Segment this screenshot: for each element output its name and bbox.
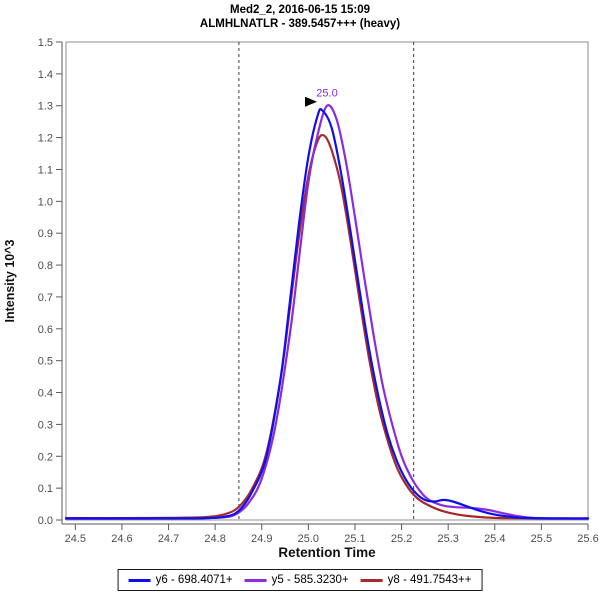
x-tick-label: 25.6: [577, 533, 598, 545]
y-tick-label: 0.2: [38, 451, 53, 463]
chart-title: Med2_2, 2016-06-15 15:09: [229, 4, 370, 16]
y-tick-label: 0.9: [38, 228, 53, 240]
legend-swatch-icon: [360, 578, 383, 582]
plot-area[interactable]: [65, 41, 589, 521]
x-tick-label: 24.8: [204, 533, 225, 545]
legend-label: y6 - 698.4071+: [155, 574, 233, 586]
legend-entry-y6: y6 - 698.4071+: [128, 574, 233, 586]
legend-label: y5 - 585.3230+: [271, 574, 349, 586]
x-tick-label: 25.1: [344, 533, 365, 545]
legend-swatch-icon: [128, 578, 151, 582]
y-tick-label: 0.8: [38, 260, 53, 272]
y-tick-label: 0.3: [38, 419, 53, 431]
y-tick-label: 1.4: [38, 69, 53, 81]
x-tick-label: 25.2: [391, 533, 412, 545]
x-tick-label: 25.3: [437, 533, 458, 545]
legend: y6 - 698.4071+ y5 - 585.3230+ y8 - 491.754…: [117, 569, 483, 591]
y-tick-label: 0.5: [38, 356, 53, 368]
x-tick-label: 24.9: [251, 533, 272, 545]
series-curve-y8[interactable]: [64, 133, 590, 520]
x-tick-label: 24.5: [65, 533, 86, 545]
series-curve-y5[interactable]: [64, 104, 590, 520]
legend-swatch-icon: [244, 578, 267, 582]
x-tick-label: 25.5: [531, 533, 552, 545]
series-curve-y6[interactable]: [64, 107, 590, 520]
legend-entry-y8: y8 - 491.7543++: [360, 574, 472, 586]
chart-subtitle: ALMHLNATLR - 389.5457+++ (heavy): [199, 18, 401, 30]
y-axis-title: Intensity 10^3: [3, 239, 17, 322]
y-tick-label: 1.1: [38, 164, 53, 176]
y-tick-label: 0.0: [38, 515, 53, 527]
y-tick-label: 1.0: [38, 196, 53, 208]
y-tick-label: 0.7: [38, 292, 53, 304]
y-tick-label: 0.4: [38, 388, 53, 400]
peak-pointer-icon: [305, 96, 317, 107]
peak-annotation[interactable]: 25.0: [316, 88, 337, 100]
legend-entry-y5: y5 - 585.3230+: [244, 574, 349, 586]
y-tick-label: 1.5: [38, 37, 53, 49]
y-tick-label: 1.3: [38, 101, 53, 113]
x-tick-label: 24.7: [158, 533, 179, 545]
y-tick-label: 1.2: [38, 133, 53, 145]
legend-label: y8 - 491.7543++: [387, 574, 472, 586]
x-tick-label: 25.0: [298, 533, 319, 545]
x-axis-title: Retention Time: [278, 545, 376, 560]
y-tick-label: 0.6: [38, 324, 53, 336]
chart-header: Med2_2, 2016-06-15 15:09 ALMHLNATLR - 38…: [0, 3, 600, 31]
x-tick-label: 24.6: [111, 533, 132, 545]
y-tick-label: 0.1: [38, 483, 53, 495]
x-tick-label: 25.4: [484, 533, 505, 545]
